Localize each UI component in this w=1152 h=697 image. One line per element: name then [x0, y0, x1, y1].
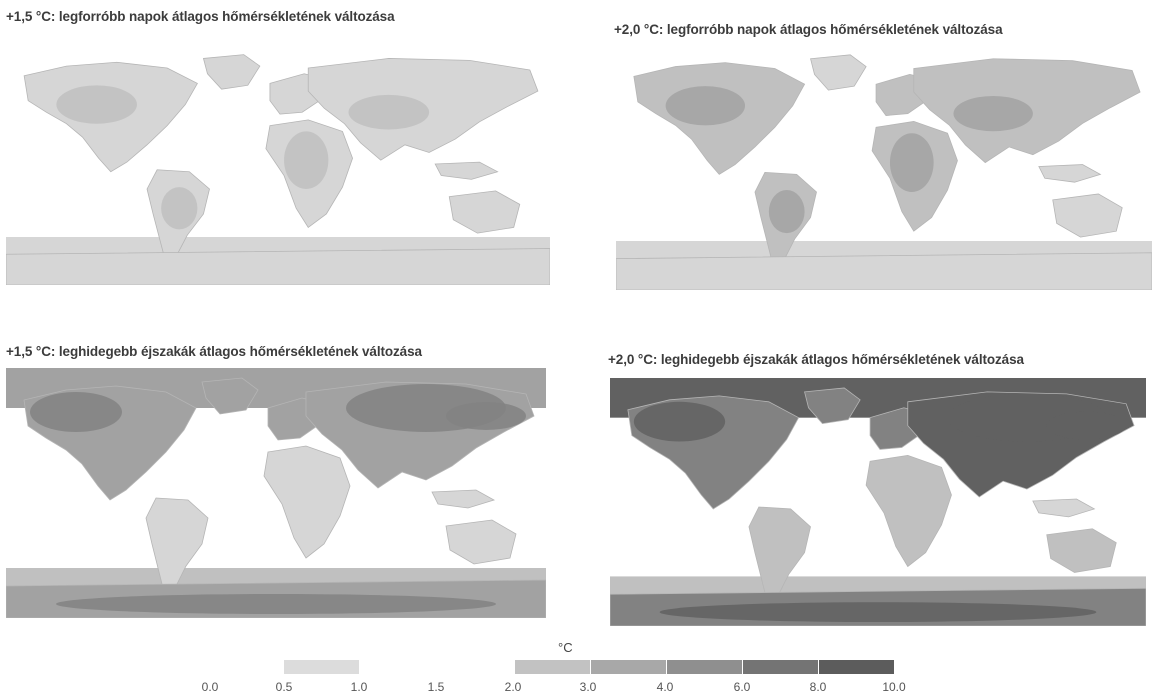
legend-swatch-8.0-10.0 — [819, 660, 894, 674]
legend-tick-1.0: 1.0 — [350, 680, 368, 694]
antarctica-hotspot — [56, 594, 496, 614]
legend-tick-0.0: 0.0 — [201, 680, 219, 694]
australia-region — [1046, 528, 1117, 573]
legend-tick-3.0: 3.0 — [579, 680, 597, 694]
australia-region — [1052, 193, 1123, 238]
north-america-hotspot — [633, 401, 726, 442]
map-panel-1 — [6, 45, 550, 285]
map-panel-2 — [616, 45, 1152, 290]
greenland-region — [202, 54, 261, 90]
africa-hotspot — [284, 131, 329, 189]
legend-tick-8.0: 8.0 — [809, 680, 827, 694]
africa-region — [263, 445, 351, 559]
world-map — [6, 54, 550, 285]
indonesia-region — [1032, 498, 1096, 518]
legend-tick-1.5: 1.5 — [427, 680, 445, 694]
asia-hotspot — [446, 402, 526, 430]
legend-swatch-2.0-3.0 — [515, 660, 590, 674]
legend-tick-2.0: 2.0 — [504, 680, 522, 694]
africa-region — [865, 454, 952, 568]
asia-hotspot — [348, 94, 430, 130]
antarctica-hotspot — [659, 602, 1097, 623]
legend-swatch-6.0-8.0 — [743, 660, 818, 674]
world-map — [610, 378, 1146, 626]
legend-tick-4.0: 4.0 — [656, 680, 674, 694]
south-america-hotspot — [768, 190, 805, 234]
panel-title-1: +1,5 °C: legforróbb napok átlagos hőmérs… — [6, 9, 395, 24]
panel-title-4: +2,0 °C: leghidegebb éjszakák átlagos hő… — [608, 352, 1024, 367]
south-america-hotspot — [161, 187, 198, 230]
panel-title-3: +1,5 °C: leghidegebb éjszakák átlagos hő… — [6, 344, 422, 359]
indonesia-region — [434, 161, 499, 180]
north-america-hotspot — [56, 85, 137, 124]
north-america-hotspot — [30, 392, 122, 432]
legend-swatch-3.0-4.0 — [591, 660, 666, 674]
asia-hotspot — [953, 95, 1033, 132]
world-map — [616, 54, 1152, 290]
legend-swatch-4.0-6.0 — [667, 660, 742, 674]
legend-tick-6.0: 6.0 — [733, 680, 751, 694]
legend-swatch-0.5-1.0 — [284, 660, 359, 674]
greenland-region — [810, 54, 867, 91]
legend-tick-10.0: 10.0 — [882, 680, 906, 694]
north-america-hotspot — [665, 86, 746, 126]
map-panel-4 — [610, 378, 1146, 626]
australia-region — [445, 519, 517, 565]
indonesia-region — [431, 489, 496, 509]
greenland-region — [804, 387, 861, 425]
africa-hotspot — [889, 133, 934, 192]
world-map — [6, 368, 546, 618]
greenland-region — [201, 377, 259, 415]
australia-region — [448, 190, 521, 234]
panel-title-2: +2,0 °C: legforróbb napok átlagos hőmérs… — [614, 22, 1003, 37]
antarctica-region — [6, 248, 550, 285]
asia-hotspot — [1046, 411, 1127, 440]
legend-tick-0.5: 0.5 — [275, 680, 293, 694]
map-panel-3 — [6, 368, 546, 618]
antarctica-region — [616, 252, 1152, 290]
legend-unit: °C — [558, 640, 573, 655]
indonesia-region — [1038, 164, 1102, 183]
